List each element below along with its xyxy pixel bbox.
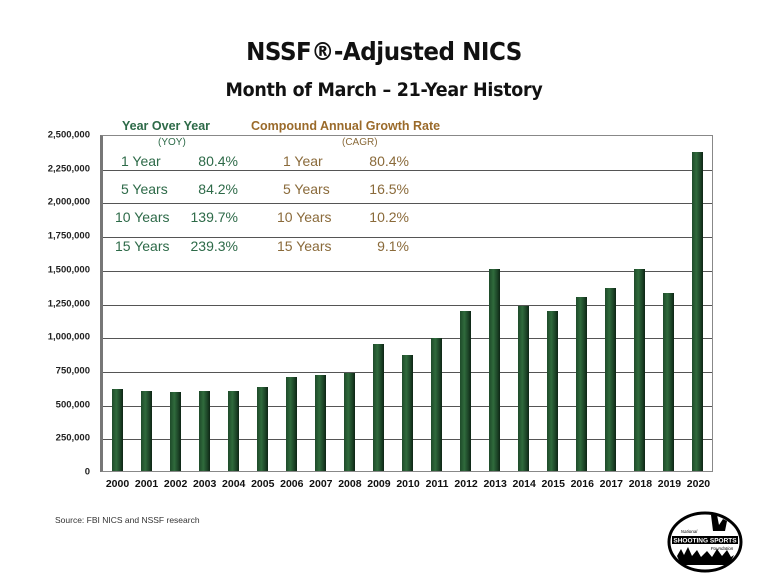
bar-2010 [402,355,413,471]
bar-2008 [343,372,355,471]
cagr-value: 16.5% [369,181,409,197]
yoy-period: 1 Year [121,153,161,169]
x-tick-label: 2015 [541,478,565,490]
y-tick-label: 250,000 [55,432,90,444]
y-tick-label: 500,000 [55,399,90,411]
bar-2015 [547,310,559,471]
bar-2011 [431,337,443,471]
x-tick-label: 2016 [570,478,594,490]
yoy-value: 80.4% [198,153,238,169]
gridline [103,338,712,340]
y-tick-label: 2,000,000 [47,196,90,208]
bar-2014 [518,305,530,471]
bar-2017 [605,287,617,471]
bar-2019 [663,293,675,471]
x-tick-label: 2013 [483,478,507,490]
bar-2002 [169,392,181,471]
cagr-value: 10.2% [369,209,409,225]
x-tick-label: 2020 [686,478,711,490]
gridline [103,169,712,171]
yoy-subheading: (YOY) [158,137,186,148]
nssf-logo-icon: SHOOTING SPORTS National Foundation [667,511,743,573]
yoy-period: 15 Years [115,238,170,254]
svg-text:National: National [681,529,699,534]
yoy-period: 10 Years [115,209,170,225]
x-tick-label: 2019 [657,478,682,490]
x-tick-label: 2000 [105,478,130,490]
bar-2007 [314,375,326,471]
y-tick-label: 1,000,000 [47,331,90,343]
chart-subtitle: Month of March – 21-Year History [225,79,543,101]
bar-2016 [576,297,588,471]
x-tick-label: 2001 [134,478,159,490]
bar-2013 [489,268,501,471]
gridline [103,270,712,272]
cagr-period: 5 Years [283,181,330,197]
yoy-heading: Year Over Year [122,119,211,133]
x-tick-label: 2010 [396,478,420,490]
gridline [103,203,712,205]
y-tick-label: 2,250,000 [47,163,90,175]
x-tick-label: 2004 [222,478,246,490]
plot-area [100,135,713,472]
bar-2001 [140,391,152,471]
bar-2020 [692,151,704,471]
y-tick-label: 1,750,000 [47,230,90,242]
yoy-period: 5 Years [121,181,168,197]
cagr-subheading: (CAGR) [342,137,378,148]
yoy-value: 84.2% [198,181,238,197]
bar-2018 [634,268,646,471]
x-tick-label: 2017 [599,478,623,490]
bar-2006 [285,376,297,471]
svg-text:SHOOTING SPORTS: SHOOTING SPORTS [673,538,737,545]
x-tick-label: 2007 [309,478,333,490]
x-tick-label: 2005 [251,478,275,490]
x-tick-label: 2014 [512,478,536,490]
cagr-value: 80.4% [369,153,409,169]
svg-text:Foundation: Foundation [711,546,734,551]
x-tick-label: 2012 [454,478,478,490]
yoy-value: 139.7% [190,209,238,225]
x-tick-label: 2018 [628,478,653,490]
bar-2005 [256,387,268,471]
bar-2003 [198,390,210,471]
gridline [103,304,712,306]
gridline [103,237,712,239]
x-tick-label: 2006 [280,478,304,490]
y-tick-label: 1,500,000 [47,264,90,276]
chart-title: NSSF®-Adjusted NICS [246,37,522,66]
x-tick-label: 2011 [425,478,449,490]
nssf-logo: SHOOTING SPORTS National Foundation [667,511,743,573]
bar-2012 [460,310,472,471]
cagr-value: 9.1% [377,238,409,254]
x-tick-label: 2008 [338,478,362,490]
y-tick-label: 750,000 [55,365,90,377]
bar-2004 [227,390,239,471]
source-note: Source: FBI NICS and NSSF research [55,515,200,525]
bar-2000 [111,388,123,471]
cagr-period: 15 Years [277,238,332,254]
y-tick-label: 1,250,000 [47,298,90,309]
x-tick-label: 2003 [192,478,217,490]
y-tick-label: 2,500,000 [47,129,90,141]
x-tick-label: 2002 [163,478,188,490]
x-tick-label: 2009 [367,478,391,490]
cagr-heading: Compound Annual Growth Rate [251,119,441,133]
yoy-value: 239.3% [190,238,238,254]
y-tick-label: 0 [84,466,90,478]
cagr-period: 10 Years [277,209,332,225]
cagr-period: 1 Year [283,153,323,169]
bar-2009 [372,344,384,471]
